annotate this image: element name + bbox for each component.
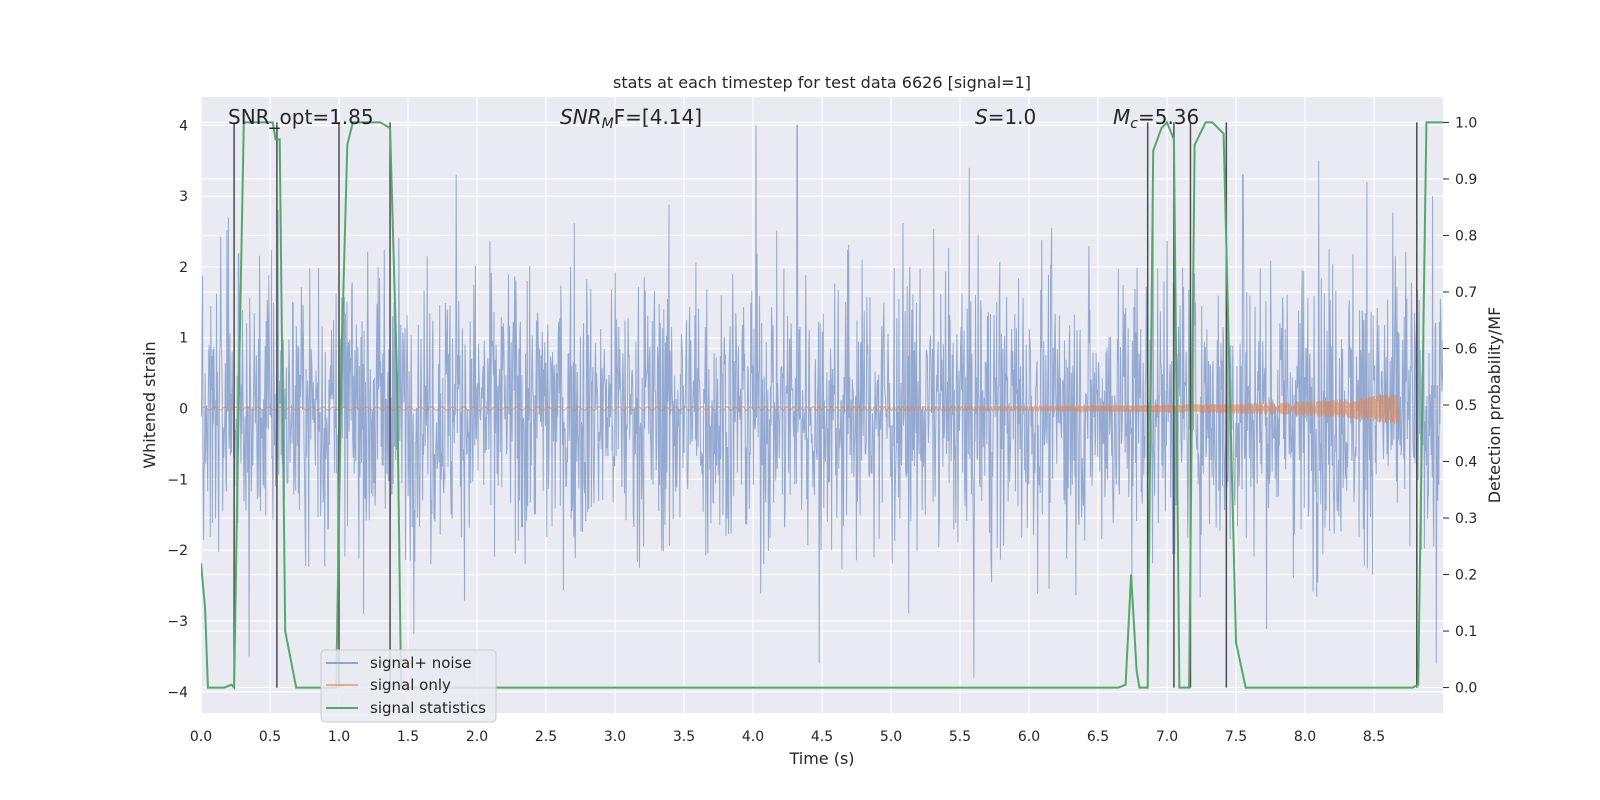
x-tick-label: 2.0 <box>466 729 488 745</box>
axis-ticks: 0.0 0.5 1.0 1.5 2.0 2.5 3.0 3.5 4.0 4.5 5.0 5.5 6.0 6… <box>167 115 1477 745</box>
y-tick-label-left: 4 <box>179 118 188 134</box>
y-tick-label-right: 0.9 <box>1455 172 1477 188</box>
chart-title: stats at each timestep for test data 662… <box>613 73 1031 92</box>
y-tick-label-right: 0.8 <box>1455 228 1477 244</box>
x-tick-label: 6.5 <box>1087 729 1109 745</box>
y-tick-label-right: 0.6 <box>1455 341 1477 357</box>
x-tick-label: 7.0 <box>1156 729 1178 745</box>
y-tick-label-right: 0.1 <box>1455 624 1477 640</box>
signal-only-line <box>201 393 1400 425</box>
y-tick-label-right: 1.0 <box>1455 115 1477 131</box>
y-tick-label-left: 2 <box>179 260 188 276</box>
y-tick-label-right: 0.0 <box>1455 681 1477 697</box>
x-tick-label: 3.5 <box>673 729 695 745</box>
annotation-mc: Mc=5.36 <box>1113 105 1199 132</box>
signal-plus-noise-line <box>201 124 1443 678</box>
y-tick-label-left: 1 <box>179 331 188 347</box>
annotation-snr-mf: SNRMF=[4.14] <box>560 105 702 132</box>
signal-statistics-series <box>201 120 1443 691</box>
annotation-s: S=1.0 <box>975 105 1036 129</box>
x-tick-label: 8.0 <box>1294 729 1316 745</box>
detection-boundary-lines <box>233 122 1418 688</box>
y-tick-label-left: 0 <box>179 402 188 418</box>
y-tick-label-right: 0.5 <box>1455 398 1477 414</box>
y-tick-label-right: 0.4 <box>1455 455 1477 471</box>
y-tick-label-right: 0.2 <box>1455 568 1477 584</box>
x-tick-label: 0.0 <box>190 729 212 745</box>
signal-statistics-line <box>201 120 1443 691</box>
x-tick-label: 1.0 <box>328 729 350 745</box>
x-tick-label: 2.5 <box>535 729 557 745</box>
x-tick-label: 5.0 <box>880 729 902 745</box>
signal-only-series <box>201 393 1400 425</box>
y-tick-label-right: 0.7 <box>1455 285 1477 301</box>
y-axis-label-left: Whitened strain <box>140 341 159 468</box>
annotation-snr-opt: SNR_opt=1.85 <box>228 105 374 129</box>
y-tick-label-right: 0.3 <box>1455 511 1477 527</box>
x-tick-label: 1.5 <box>397 729 419 745</box>
x-tick-label: 5.5 <box>949 729 971 745</box>
x-tick-label: 4.5 <box>811 729 833 745</box>
legend-box <box>320 649 497 723</box>
legend-label-noise: signal+ noise <box>370 654 472 672</box>
y-tick-label-left: −1 <box>167 472 188 488</box>
y-tick-label-left: −4 <box>167 685 188 701</box>
signal-plus-noise-series <box>201 124 1443 678</box>
x-tick-label: 6.0 <box>1018 729 1040 745</box>
x-tick-label: 7.5 <box>1225 729 1247 745</box>
y-axis-label-right: Detection probability/MF <box>1485 307 1504 504</box>
x-tick-label: 3.0 <box>604 729 626 745</box>
legend: signal+ noise signal only signal statist… <box>320 649 497 723</box>
y-tick-label-left: 3 <box>179 189 188 205</box>
x-tick-label: 8.5 <box>1363 729 1385 745</box>
legend-label-statistics: signal statistics <box>370 699 486 717</box>
y-tick-label-left: −3 <box>167 614 188 630</box>
x-axis-label: Time (s) <box>788 749 854 768</box>
legend-label-signal: signal only <box>370 676 451 694</box>
y-tick-label-left: −2 <box>167 543 188 559</box>
x-tick-label: 4.0 <box>742 729 764 745</box>
x-tick-label: 0.5 <box>259 729 281 745</box>
